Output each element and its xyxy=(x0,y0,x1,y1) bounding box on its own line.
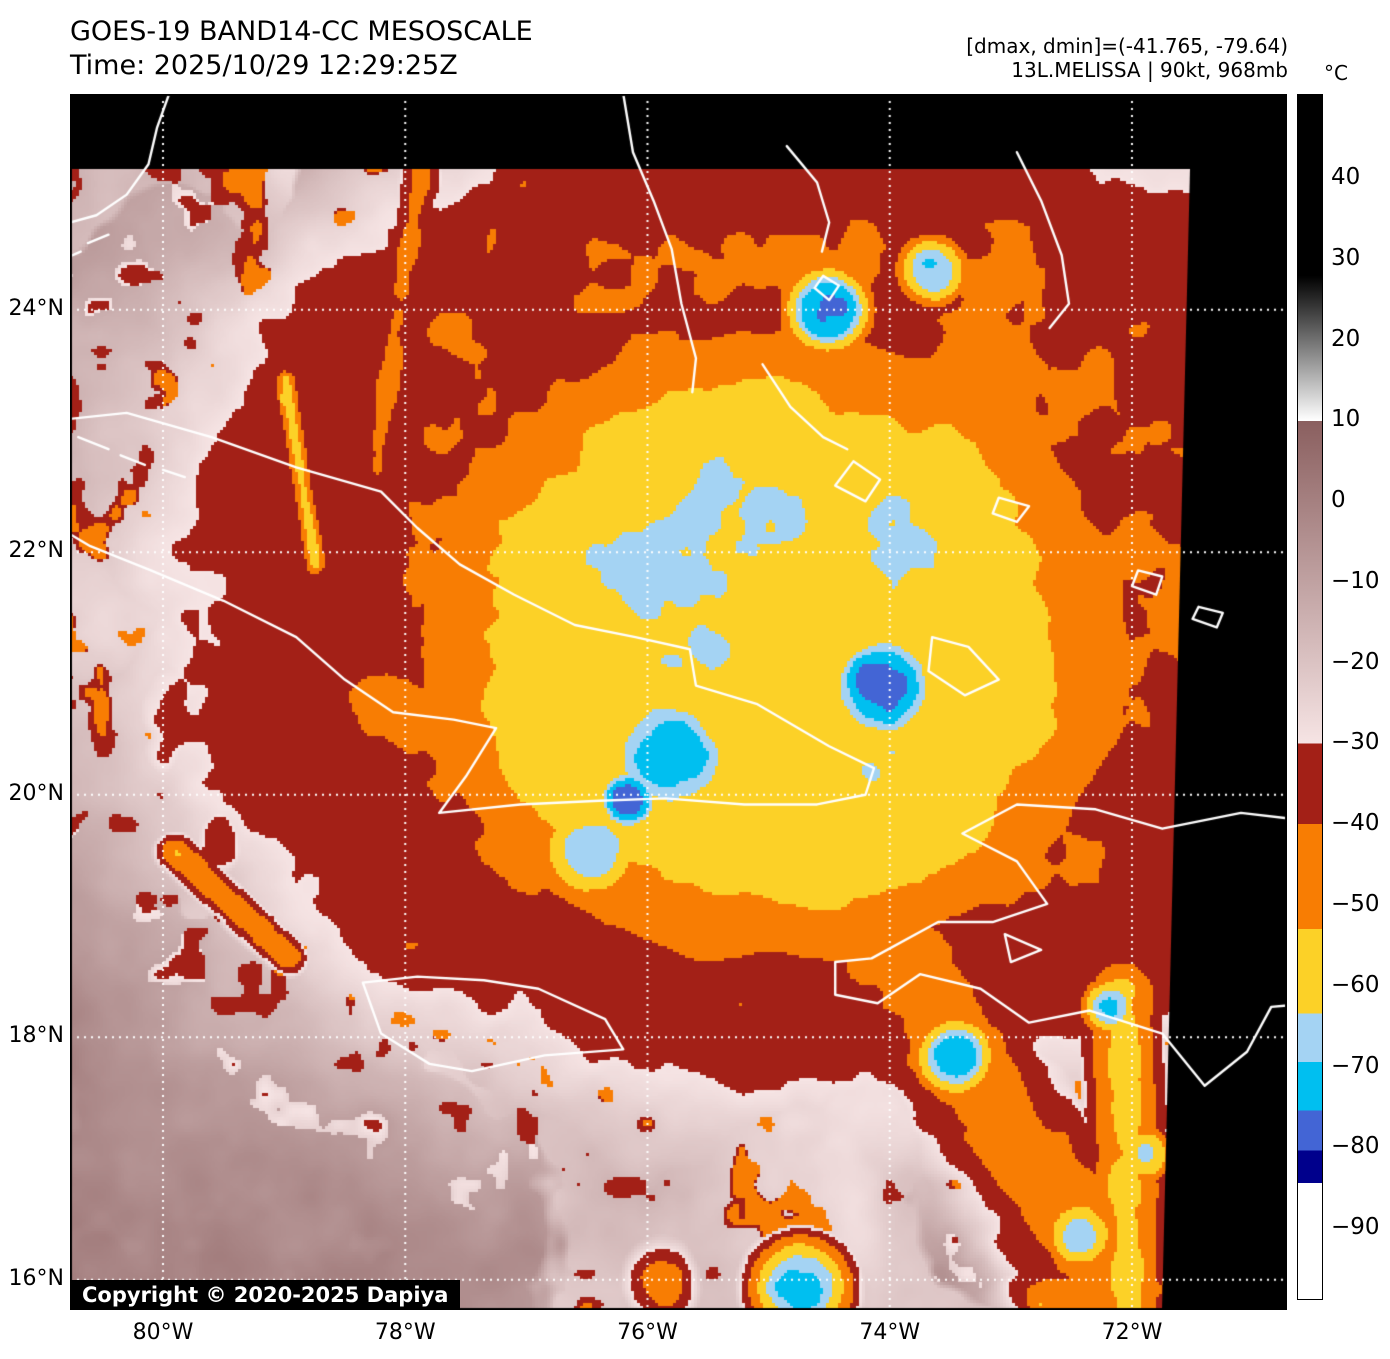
lat-tick-label: 18°N xyxy=(8,1023,64,1049)
satellite-imagery-canvas xyxy=(70,94,1287,1310)
colorbar-tick-label: −40 xyxy=(1331,810,1380,837)
lat-tick-label: 24°N xyxy=(8,295,64,321)
map-panel: Copyright © 2020-2025 Dapiya xyxy=(70,94,1287,1310)
lon-tick-label: 76°W xyxy=(617,1320,678,1345)
storm-info-label: 13L.MELISSA | 90kt, 968mb xyxy=(1011,58,1288,82)
lon-tick-label: 74°W xyxy=(859,1320,921,1345)
colorbar-tick-label: −50 xyxy=(1331,891,1380,917)
colorbar-tick-label: −30 xyxy=(1331,729,1380,756)
page-title: GOES-19 BAND14-CC MESOSCALE xyxy=(70,16,533,47)
colorbar-tick-label: −60 xyxy=(1331,971,1380,998)
timestamp-label: Time: 2025/10/29 12:29:25Z xyxy=(70,50,458,81)
colorbar-tick-label: 20 xyxy=(1331,325,1361,352)
colorbar-tick-label: −90 xyxy=(1331,1214,1380,1241)
lon-tick-label: 80°W xyxy=(132,1320,194,1345)
lon-tick-label: 72°W xyxy=(1101,1320,1163,1345)
colorbar-tick-label: −20 xyxy=(1331,648,1380,675)
dmax-dmin-label: [dmax, dmin]=(-41.765, -79.64) xyxy=(966,34,1288,58)
colorbar-tick-label: −80 xyxy=(1331,1133,1380,1160)
colorbar-tick-label: −10 xyxy=(1331,567,1380,594)
colorbar-tick-label: 0 xyxy=(1331,487,1346,514)
copyright-badge: Copyright © 2020-2025 Dapiya xyxy=(70,1280,461,1310)
lon-tick-label: 78°W xyxy=(374,1320,436,1345)
lat-tick-label: 22°N xyxy=(8,538,64,564)
colorbar-unit-label: °C xyxy=(1324,61,1348,85)
lat-tick-label: 20°N xyxy=(8,780,64,806)
colorbar-tick-label: 30 xyxy=(1331,244,1361,271)
lat-tick-label: 16°N xyxy=(8,1265,64,1291)
colorbar-tick-label: −70 xyxy=(1331,1052,1380,1079)
colorbar-gradient xyxy=(1298,95,1322,1299)
colorbar-tick-label: 40 xyxy=(1331,164,1361,190)
colorbar-tick-label: 10 xyxy=(1331,406,1361,433)
colorbar xyxy=(1297,94,1323,1300)
